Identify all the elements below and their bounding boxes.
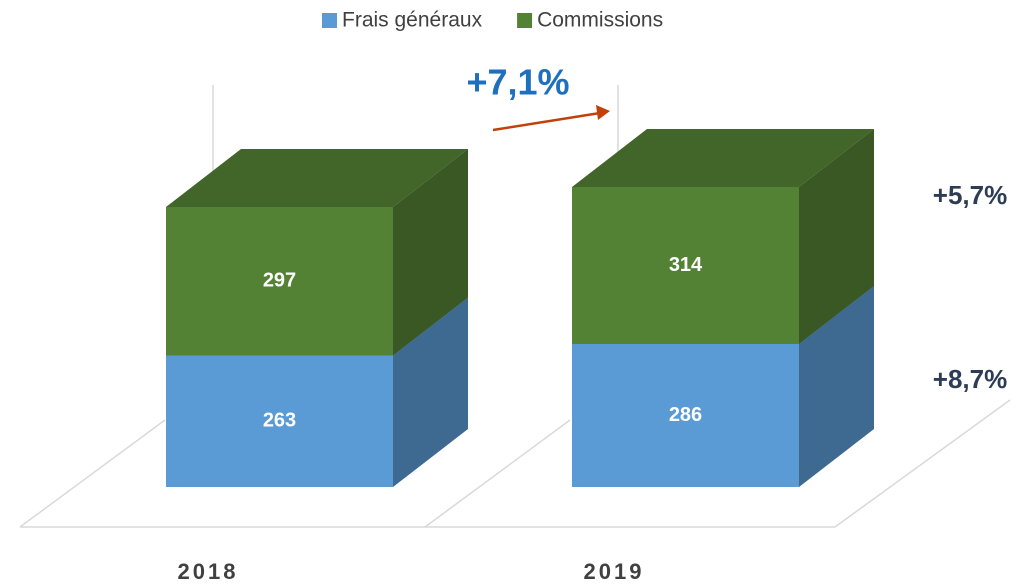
floor-edge bbox=[834, 399, 1011, 528]
legend-swatch bbox=[322, 13, 337, 28]
data-label: 314 bbox=[669, 254, 703, 276]
bar bbox=[166, 207, 393, 356]
bar-side bbox=[393, 149, 468, 356]
x-tick-label: 2018 bbox=[178, 559, 239, 584]
floor-edge bbox=[19, 419, 166, 528]
x-tick-label: 2019 bbox=[584, 559, 645, 584]
bar-side bbox=[393, 297, 468, 487]
bar bbox=[572, 187, 799, 344]
data-label: 297 bbox=[263, 270, 296, 292]
bar-side bbox=[799, 129, 874, 344]
bar-top bbox=[166, 149, 468, 207]
bar-top bbox=[572, 129, 874, 187]
legend-label: Frais généraux bbox=[342, 9, 483, 32]
data-label: 263 bbox=[263, 410, 296, 432]
annotation: +5,7% bbox=[933, 180, 1007, 210]
arrow bbox=[492, 111, 601, 132]
annotation: +7,1% bbox=[466, 62, 569, 103]
bar bbox=[166, 355, 393, 487]
arrow-head bbox=[596, 105, 610, 120]
legend-label: Commissions bbox=[537, 9, 663, 32]
data-label: 286 bbox=[669, 404, 702, 426]
floor-divider bbox=[424, 419, 571, 528]
annotation: +8,7% bbox=[933, 364, 1007, 394]
legend-swatch bbox=[517, 13, 533, 28]
bar bbox=[572, 344, 799, 487]
bar-side bbox=[799, 286, 874, 487]
